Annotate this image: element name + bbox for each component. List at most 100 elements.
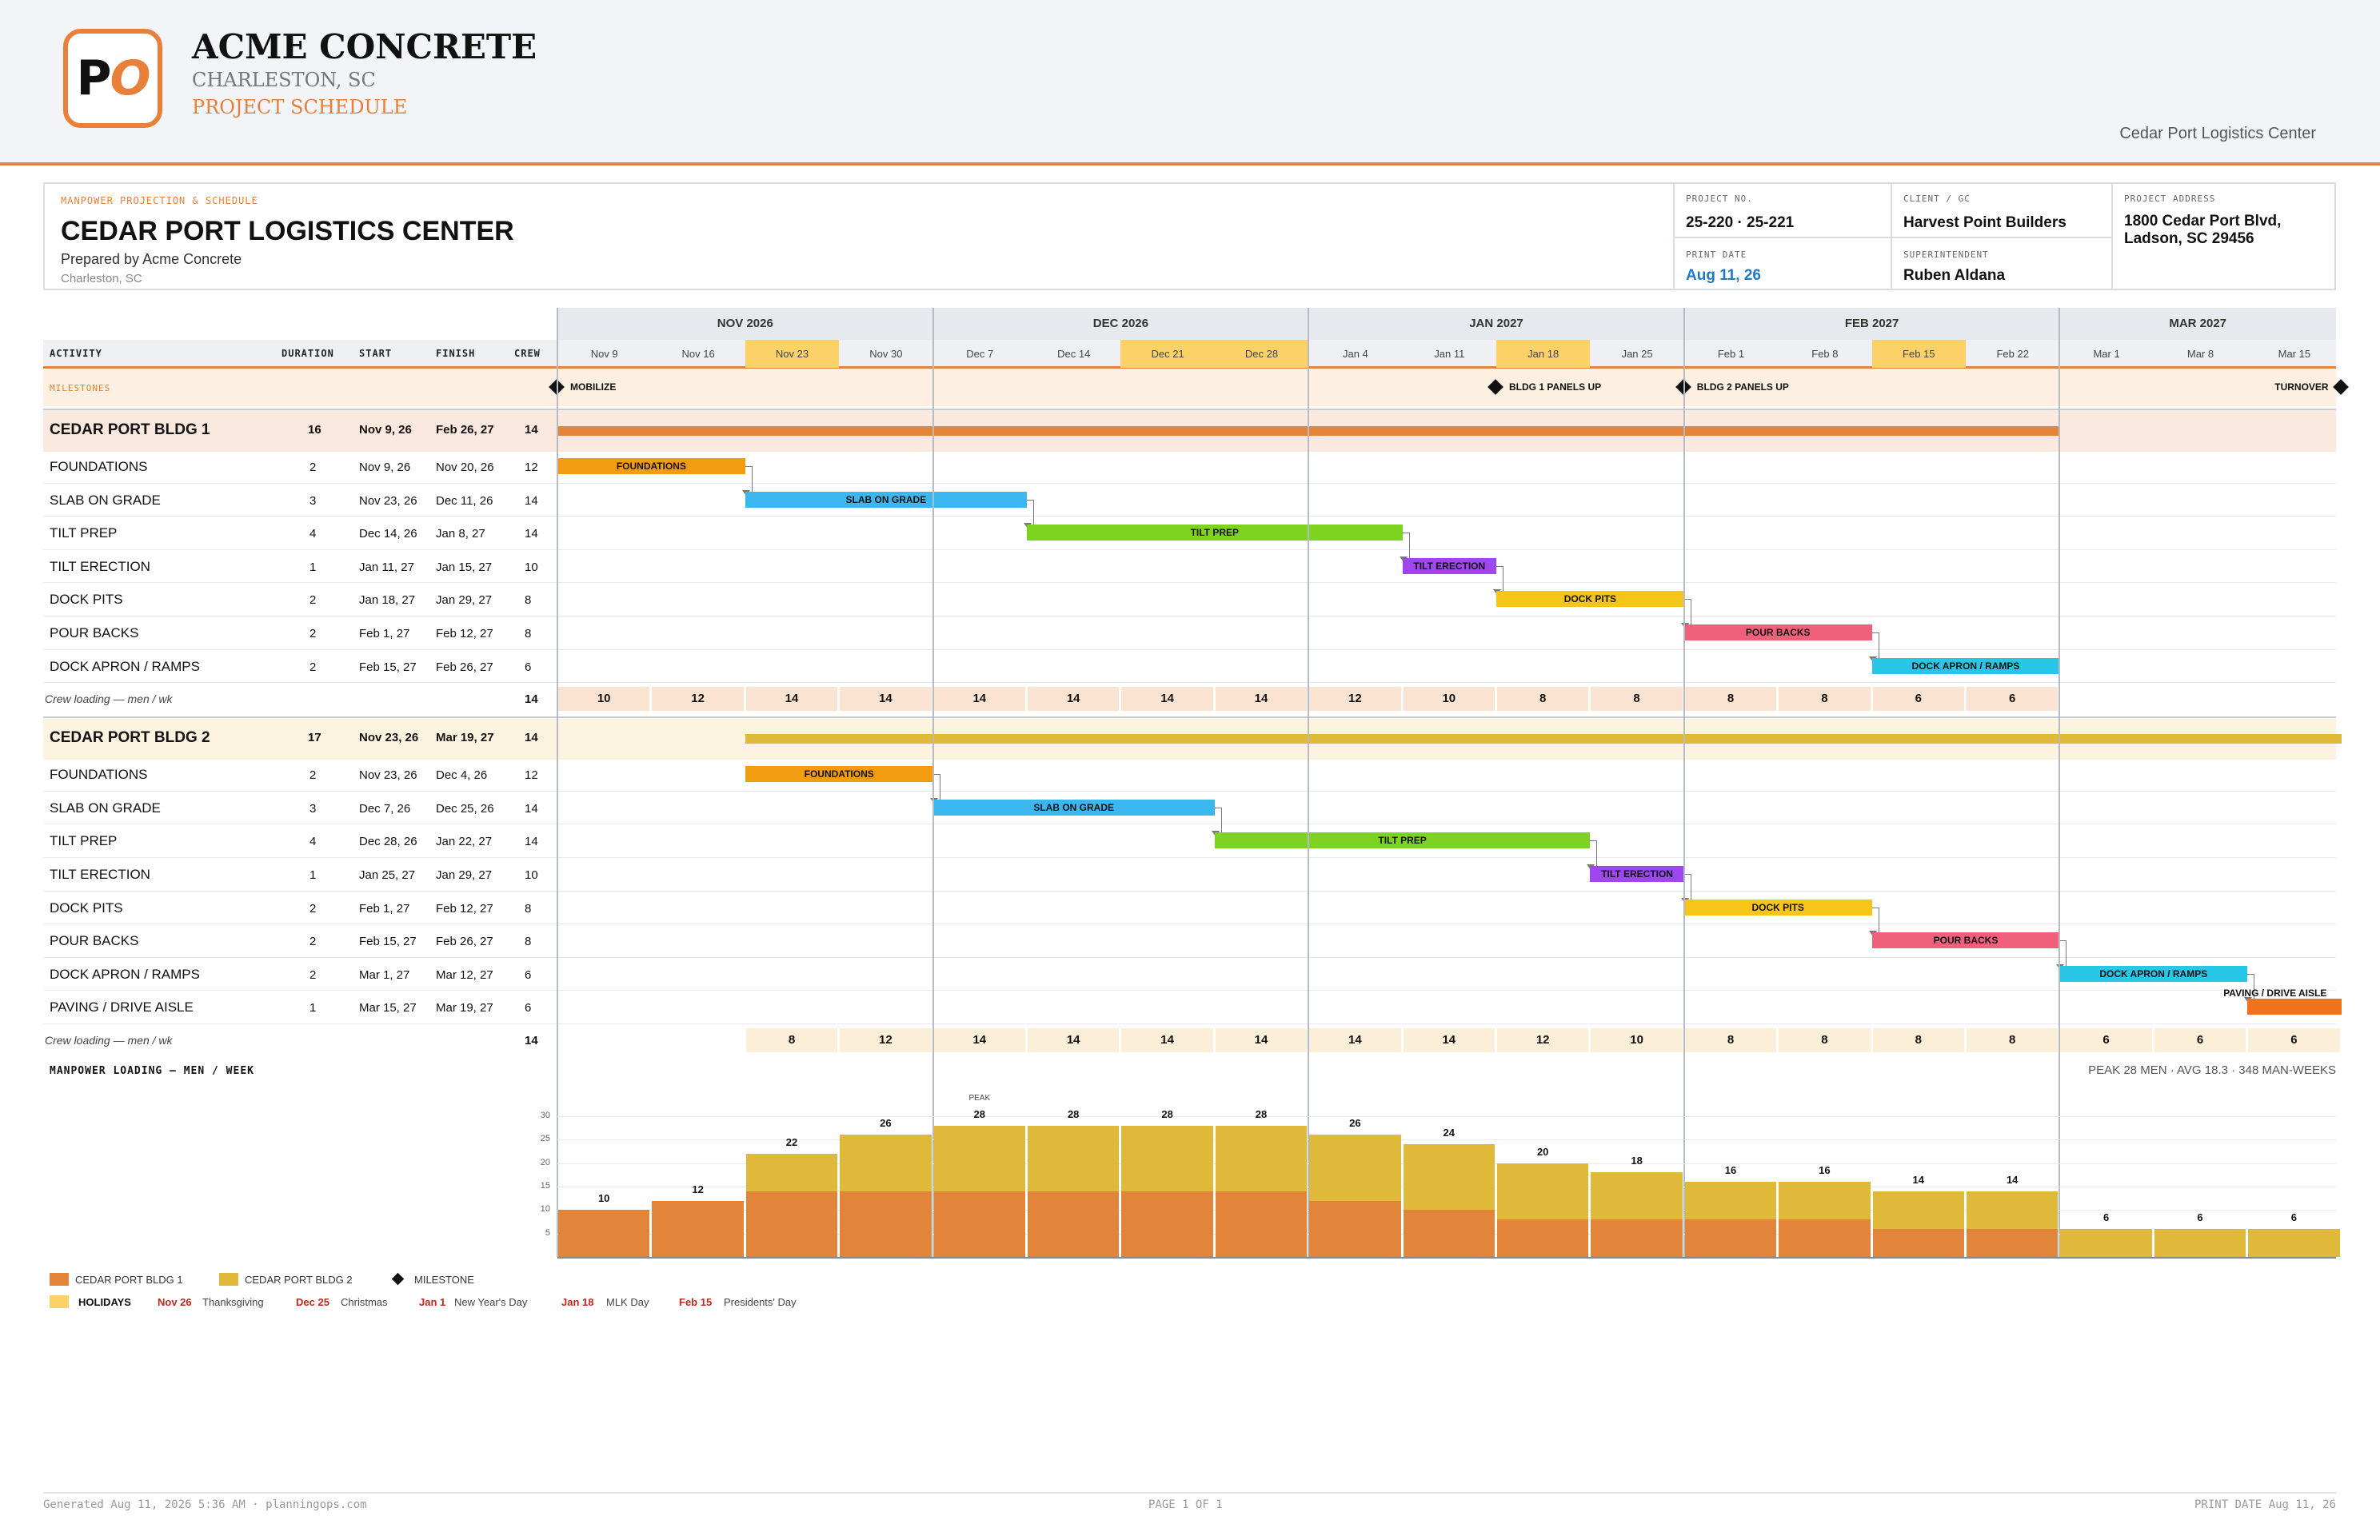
- manpower-total-label: 20: [1536, 1145, 1549, 1158]
- dependency-connector: [745, 466, 753, 502]
- legend-bldg1: CEDAR PORT BLDG 1: [75, 1274, 183, 1286]
- manpower-total-label: 18: [1631, 1155, 1643, 1167]
- task-bar[interactable]: POUR BACKS: [1683, 624, 1872, 640]
- task-duration: 3: [309, 801, 317, 816]
- y-tick-label: 30: [540, 1110, 550, 1120]
- task-duration: 2: [309, 901, 317, 916]
- task-duration: 2: [309, 660, 317, 674]
- column-header-finish: FINISH: [436, 348, 476, 359]
- milestone-label: TURNOVER: [2274, 381, 2329, 393]
- task-bar[interactable]: TILT PREP: [1027, 525, 1403, 541]
- legend-swatch-bldg1: [50, 1273, 69, 1286]
- project-no-box: PROJECT NO. 25-220 · 25-221 PRINT DATE A…: [1673, 184, 1892, 289]
- task-bar[interactable]: TILT PREP: [1214, 832, 1591, 849]
- task-bar[interactable]: [2247, 999, 2342, 1015]
- group-crew: 14: [525, 731, 538, 745]
- holiday-date: Jan 1: [419, 1296, 446, 1308]
- task-finish: Jan 29, 27: [436, 868, 493, 882]
- task-start: Jan 11, 27: [359, 560, 414, 574]
- task-bar[interactable]: TILT ERECTION: [1402, 557, 1496, 574]
- task-start: Nov 23, 26: [359, 768, 417, 783]
- task-bar[interactable]: POUR BACKS: [1871, 932, 2060, 949]
- task-finish: Jan 22, 27: [436, 835, 493, 849]
- address-label: PROJECT ADDRESS: [2124, 193, 2216, 204]
- crew-loading-cell: 14: [1309, 1028, 1401, 1052]
- task-name: DOCK PITS: [50, 900, 123, 916]
- task-name: PAVING / DRIVE AISLE: [50, 999, 194, 1015]
- holiday-name: Presidents' Day: [724, 1296, 797, 1308]
- task-crew: 12: [525, 461, 538, 474]
- task-finish: Dec 25, 26: [436, 801, 494, 816]
- crew-loading-cell: 14: [1028, 1028, 1120, 1052]
- manpower-total-label: 22: [785, 1135, 798, 1148]
- task-duration: 2: [309, 935, 317, 949]
- task-finish: Feb 12, 27: [436, 901, 493, 916]
- task-crew: 6: [525, 967, 532, 982]
- task-start: Dec 14, 26: [359, 527, 417, 541]
- crew-loading-cell: 14: [1215, 687, 1308, 712]
- task-duration: 3: [309, 493, 317, 508]
- dependency-connector: [1683, 599, 1691, 635]
- manpower-bar-bldg2: [2154, 1228, 2246, 1257]
- manpower-bar-bldg1: [1121, 1191, 1213, 1257]
- task-finish: Dec 11, 26: [436, 493, 493, 508]
- row-divider: [43, 648, 2336, 650]
- address-box: PROJECT ADDRESS 1800 Cedar Port Blvd, La…: [2111, 184, 2336, 289]
- task-bar[interactable]: DOCK APRON / RAMPS: [2059, 965, 2248, 982]
- task-bar[interactable]: DOCK APRON / RAMPS: [1871, 657, 2060, 674]
- row-divider: [43, 857, 2336, 858]
- row-divider: [43, 549, 2336, 550]
- task-name: SLAB ON GRADE: [50, 492, 161, 508]
- task-finish: Jan 29, 27: [436, 593, 493, 608]
- task-bar[interactable]: DOCK PITS: [1683, 899, 1872, 916]
- task-crew: 8: [525, 627, 532, 640]
- manpower-bar-bldg2: [745, 1153, 838, 1191]
- manpower-total-label: 6: [2290, 1211, 2297, 1223]
- footer-page: PAGE 1 OF 1: [1148, 1498, 1223, 1511]
- crew-loading-cell: 14: [1121, 687, 1213, 712]
- task-start: Feb 15, 27: [359, 935, 417, 949]
- crew-loading-cell: 8: [1779, 687, 1871, 712]
- footer-print-date: PRINT DATE Aug 11, 26: [2194, 1498, 2336, 1511]
- crew-loading-cell: 12: [1309, 687, 1401, 712]
- task-duration: 2: [309, 461, 317, 474]
- crew-loading-cell: 12: [1497, 1028, 1589, 1052]
- task-bar[interactable]: FOUNDATIONS: [745, 766, 933, 783]
- week-label: Jan 18: [1527, 348, 1559, 360]
- manpower-bar-bldg2: [1872, 1191, 1964, 1229]
- dependency-connector: [1496, 565, 1503, 602]
- crew-loading-cell: 8: [1684, 1028, 1777, 1052]
- month-label: NOV 2026: [717, 317, 773, 330]
- task-name: DOCK PITS: [50, 592, 123, 608]
- project-location: Charleston, SC: [61, 272, 142, 285]
- task-start: Feb 15, 27: [359, 660, 417, 674]
- task-bar[interactable]: DOCK PITS: [1496, 591, 1684, 608]
- task-start: Dec 7, 26: [359, 801, 411, 816]
- manpower-bar-bldg1: [1684, 1219, 1777, 1257]
- manpower-bar-bldg1: [1779, 1219, 1871, 1257]
- y-tick-label: 5: [545, 1227, 550, 1238]
- task-start: Dec 28, 26: [359, 835, 417, 849]
- task-bar[interactable]: FOUNDATIONS: [557, 458, 745, 474]
- task-bar[interactable]: TILT ERECTION: [1590, 866, 1684, 882]
- group-summary-bar: [745, 734, 2342, 744]
- crew-loading-cell: 6: [1872, 687, 1964, 712]
- task-name: POUR BACKS: [50, 625, 139, 640]
- week-label: Dec 14: [1057, 348, 1091, 360]
- manpower-baseline: [557, 1257, 2336, 1259]
- holiday-name: Thanksgiving: [202, 1296, 264, 1308]
- manpower-bar-bldg1: [1872, 1228, 1964, 1257]
- legend-swatch-bldg2: [219, 1273, 238, 1286]
- column-header-start: START: [359, 348, 393, 359]
- group-name: CEDAR PORT BLDG 1: [50, 421, 210, 438]
- manpower-bar-bldg1: [1497, 1219, 1589, 1257]
- manpower-total-label: 14: [2006, 1173, 2019, 1186]
- task-bar[interactable]: SLAB ON GRADE: [745, 491, 1027, 508]
- manpower-bar-bldg2: [1591, 1172, 1683, 1220]
- task-name: TILT ERECTION: [50, 558, 150, 574]
- project-no-value: 25-220 · 25-221: [1686, 214, 1795, 231]
- y-tick-label: 15: [540, 1180, 550, 1191]
- task-bar[interactable]: SLAB ON GRADE: [932, 799, 1215, 816]
- crew-loading-cell: 14: [1028, 687, 1120, 712]
- manpower-total-label: 16: [1724, 1164, 1737, 1177]
